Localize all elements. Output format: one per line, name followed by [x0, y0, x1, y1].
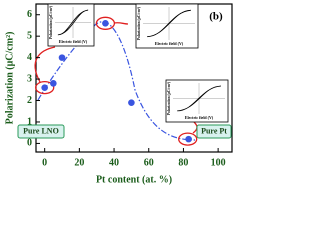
annotation: (b) [209, 11, 223, 23]
arrow [34, 46, 56, 83]
y-tick-label: 5 [27, 30, 32, 41]
annotation: Pure Pt [201, 126, 227, 135]
inset-y-label: Polarization (μC/cm²) [49, 5, 53, 39]
data-point [128, 99, 135, 106]
y-tick-label: 4 [27, 52, 32, 63]
highlight [178, 132, 198, 146]
data-point [50, 80, 57, 87]
y-tick-label: 6 [27, 9, 32, 20]
chart: Pure LNO Pure Pt (b) Pt content (at. %) … [4, 3, 233, 185]
highlight [35, 80, 55, 95]
hysteresis-loop [147, 9, 191, 38]
x-axis-label: Pt content (at. %) [96, 174, 172, 185]
label-box [17, 124, 65, 139]
arrow [192, 121, 198, 134]
data-point [102, 20, 109, 27]
y-tick-label: 1 [27, 116, 32, 127]
x-tick-label: 0 [42, 157, 47, 168]
x-tick-label: 60 [144, 157, 154, 168]
x-tick-label: 40 [109, 157, 119, 168]
y-tick-label: 2 [27, 95, 32, 106]
data-point [185, 135, 192, 143]
inset-y-label: Polarization (μC/cm²) [137, 6, 141, 40]
x-tick-label: 80 [178, 157, 188, 168]
inset-x-label: Electric field (V) [59, 39, 88, 44]
inset-y-label: Polarization (μC/cm²) [167, 81, 171, 115]
hysteresis-loop [57, 9, 89, 36]
y-tick-label: 3 [27, 73, 32, 84]
x-tick-label: 100 [211, 157, 226, 168]
data-point [41, 84, 48, 91]
y-tick-label: 0 [27, 138, 32, 149]
annotation: Pure LNO [23, 126, 59, 135]
label-box [196, 124, 232, 139]
x-tick-label: 20 [74, 157, 84, 168]
inset-x-label: Electric field (V) [185, 115, 214, 120]
inset-x-label: Electric field (V) [155, 41, 184, 46]
inset-frame [47, 3, 95, 47]
arrow [113, 22, 129, 25]
plot-frame [35, 3, 233, 153]
data-point [58, 54, 66, 61]
hysteresis-loop [177, 85, 221, 112]
y-axis-label: Polarization (μC/cm²) [4, 32, 15, 125]
